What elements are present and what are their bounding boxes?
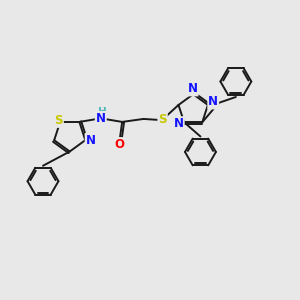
Text: S: S: [158, 113, 167, 126]
Text: S: S: [54, 114, 63, 127]
Text: N: N: [85, 134, 96, 147]
Text: H: H: [98, 107, 106, 117]
Text: O: O: [115, 138, 125, 151]
Text: N: N: [174, 117, 184, 130]
Text: N: N: [208, 95, 218, 109]
Text: N: N: [96, 112, 106, 125]
Text: N: N: [188, 82, 198, 95]
